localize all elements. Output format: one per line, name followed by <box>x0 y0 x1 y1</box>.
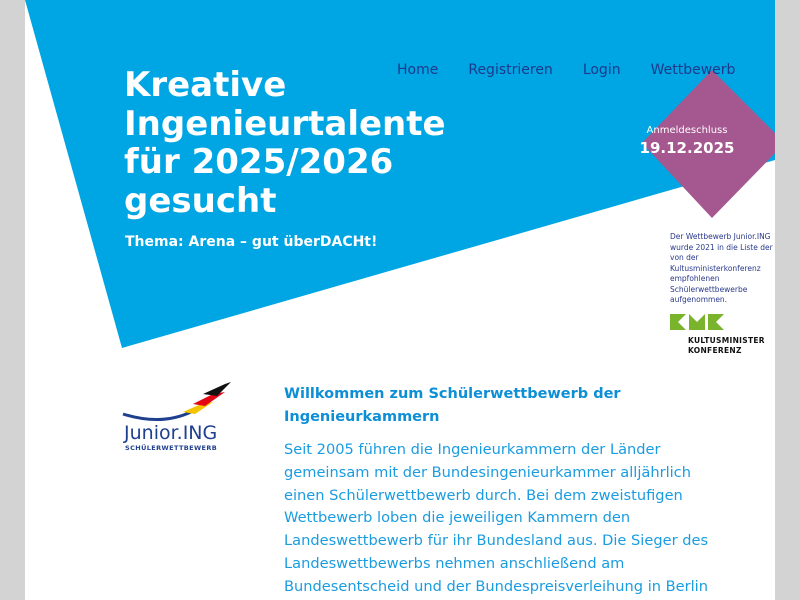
nav-login[interactable]: Login <box>582 62 621 78</box>
hero-background <box>25 0 775 348</box>
hero-shape <box>25 0 775 348</box>
junior-ing-logo-icon[interactable] <box>121 382 233 422</box>
deadline-badge: Anmeldeschluss 19.12.2025 <box>637 125 737 157</box>
main-nav: Home Registrieren Login Wettbewerb <box>397 62 765 78</box>
nav-home[interactable]: Home <box>397 62 439 78</box>
deadline-date: 19.12.2025 <box>639 139 735 157</box>
kmk-logo-icon <box>670 314 724 330</box>
kmk-name: KULTUSMINISTER KONFERENZ <box>688 336 765 356</box>
logo-subtitle: SCHÜLERWETTBEWERB <box>125 444 218 452</box>
kmk-note: Der Wettbewerb Junior.ING wurde 2021 in … <box>670 232 773 304</box>
kmk-name-line2: KONFERENZ <box>688 346 742 355</box>
intro-text: Seit 2005 führen die Ingenieurkammern de… <box>284 441 709 595</box>
deadline-diamond <box>642 70 775 218</box>
kmk-name-line1: KULTUSMINISTER <box>688 336 765 345</box>
page: Home Registrieren Login Wettbewerb Kreat… <box>25 0 775 600</box>
nav-registrieren[interactable]: Registrieren <box>468 62 553 78</box>
welcome-heading: Willkommen zum Schülerwettbewerb der Ing… <box>284 386 621 425</box>
hero-theme: Thema: Arena – gut überDACHt! <box>125 234 378 250</box>
nav-wettbewerb[interactable]: Wettbewerb <box>650 62 736 78</box>
deadline-label: Anmeldeschluss <box>646 125 728 136</box>
hero-title: Kreative Ingenieurtalente für 2025/2026 … <box>124 65 446 221</box>
logo-name: Junior.ING <box>124 422 218 444</box>
